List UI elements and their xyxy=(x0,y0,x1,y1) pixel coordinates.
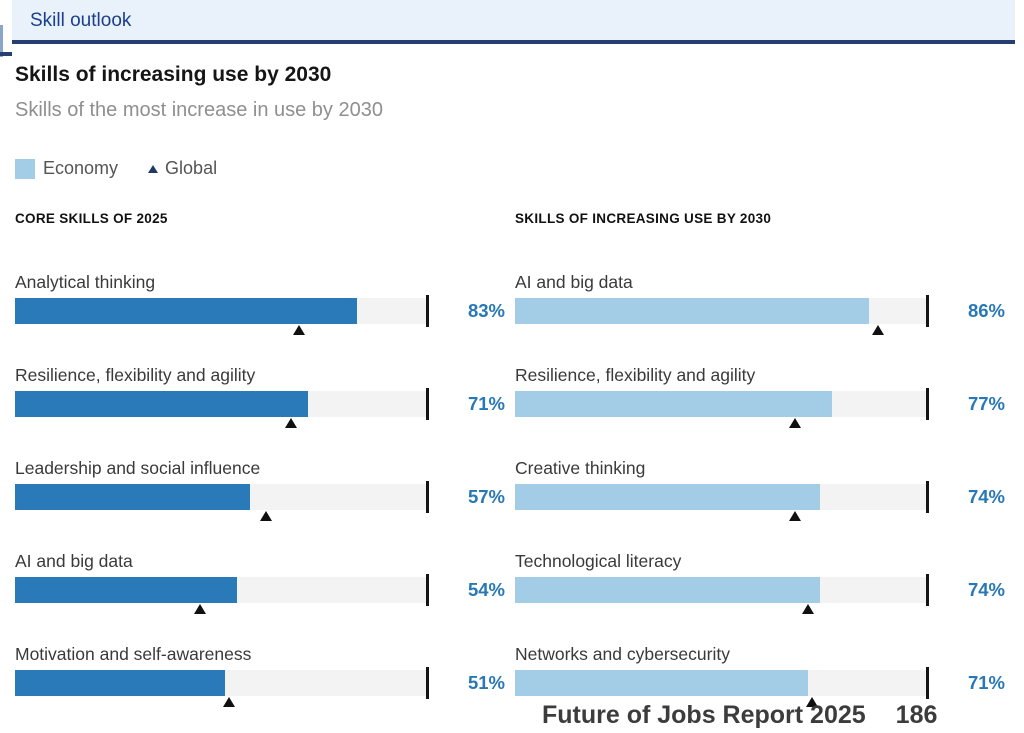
global-marker-icon xyxy=(789,511,802,521)
axis-end-tick xyxy=(426,295,429,327)
legend-economy-label: Economy xyxy=(43,158,119,178)
global-marker-icon xyxy=(789,418,802,428)
skill-label: Motivation and self-awareness xyxy=(15,644,252,664)
economy-bar xyxy=(515,670,808,696)
bar-track xyxy=(15,481,429,521)
bar-rows: Analytical thinking 83% Resilience, flex… xyxy=(15,262,505,727)
global-marker-icon xyxy=(871,325,884,335)
bar-track xyxy=(515,574,929,614)
economy-bar xyxy=(15,484,250,510)
economy-value: 71% xyxy=(967,672,1005,693)
panel-header: SKILLS OF INCREASING USE BY 2030 xyxy=(515,211,772,226)
skill-label: Resilience, flexibility and agility xyxy=(515,365,756,385)
global-marker-icon xyxy=(260,511,273,521)
bar-track xyxy=(515,481,929,521)
bar-rows: AI and big data 86% Resilience, flexibil… xyxy=(515,262,1005,727)
skill-label: AI and big data xyxy=(515,272,633,292)
axis-end-tick xyxy=(426,574,429,606)
global-marker-icon xyxy=(293,325,306,335)
axis-end-tick xyxy=(926,295,929,327)
skill-row: Analytical thinking 83% xyxy=(15,262,505,355)
economy-bar xyxy=(515,484,820,510)
economy-swatch-icon xyxy=(15,158,35,179)
axis-end-tick xyxy=(426,667,429,699)
bar-track xyxy=(515,667,929,707)
bar-track xyxy=(515,295,929,335)
skill-row: Resilience, flexibility and agility 71% xyxy=(15,355,505,448)
page-edge-artifact xyxy=(0,25,3,57)
economy-bar xyxy=(515,577,820,603)
page-edge-artifact xyxy=(0,52,12,56)
global-triangle-icon xyxy=(148,164,159,173)
economy-value: 71% xyxy=(467,393,505,414)
economy-value: 51% xyxy=(467,672,505,693)
skill-row: Creative thinking 74% xyxy=(515,448,1005,541)
chart-legend: Economy Global xyxy=(15,158,217,179)
axis-end-tick xyxy=(926,481,929,513)
panel-header: CORE SKILLS OF 2025 xyxy=(15,211,168,226)
page-number: 186 xyxy=(895,701,938,729)
economy-value: 86% xyxy=(967,300,1005,321)
bar-track xyxy=(515,388,929,428)
page-title: Skills of increasing use by 2030 xyxy=(15,63,332,86)
economy-value: 83% xyxy=(467,300,505,321)
economy-value: 57% xyxy=(467,486,505,507)
skill-row: Leadership and social influence 57% xyxy=(15,448,505,541)
axis-end-tick xyxy=(926,574,929,606)
global-marker-icon xyxy=(801,604,814,614)
economy-bar xyxy=(515,391,833,417)
global-marker-icon xyxy=(805,697,818,707)
skill-row: Resilience, flexibility and agility 77% xyxy=(515,355,1005,448)
report-title: Future of Jobs Report 2025 xyxy=(542,701,866,729)
skill-label: Technological literacy xyxy=(515,551,682,571)
axis-end-tick xyxy=(426,481,429,513)
economy-value: 77% xyxy=(967,393,1005,414)
global-marker-icon xyxy=(223,697,236,707)
economy-value: 74% xyxy=(967,486,1005,507)
skill-row: Networks and cybersecurity 71% xyxy=(515,634,1005,727)
page-footer: Future of Jobs Report 2025 186 xyxy=(542,701,937,730)
skill-label: Creative thinking xyxy=(515,458,646,478)
economy-bar xyxy=(515,298,870,324)
economy-bar xyxy=(15,577,238,603)
global-marker-icon xyxy=(285,418,298,428)
bar-track xyxy=(15,295,429,335)
legend-global-label: Global xyxy=(165,158,218,178)
global-marker-icon xyxy=(194,604,207,614)
bar-track xyxy=(15,388,429,428)
skill-row: AI and big data 86% xyxy=(515,262,1005,355)
skill-label: Leadership and social influence xyxy=(15,458,261,478)
economy-value: 74% xyxy=(967,579,1005,600)
axis-end-tick xyxy=(926,667,929,699)
skill-row: Technological literacy 74% xyxy=(515,541,1005,634)
skill-label: Resilience, flexibility and agility xyxy=(15,365,256,385)
economy-bar xyxy=(15,670,226,696)
economy-bar xyxy=(15,391,308,417)
skill-label: AI and big data xyxy=(15,551,133,571)
skill-label: Analytical thinking xyxy=(15,272,156,292)
bar-track xyxy=(15,574,429,614)
page-subtitle: Skills of the most increase in use by 20… xyxy=(15,99,383,121)
tab-label: Skill outlook xyxy=(30,10,132,31)
skill-row: AI and big data 54% xyxy=(15,541,505,634)
skill-outlook-tab[interactable]: Skill outlook xyxy=(12,0,1015,44)
bar-track xyxy=(15,667,429,707)
skill-row: Motivation and self-awareness 51% xyxy=(15,634,505,727)
skill-label: Networks and cybersecurity xyxy=(515,644,730,664)
axis-end-tick xyxy=(926,388,929,420)
economy-value: 54% xyxy=(467,579,505,600)
economy-bar xyxy=(15,298,357,324)
axis-end-tick xyxy=(426,388,429,420)
